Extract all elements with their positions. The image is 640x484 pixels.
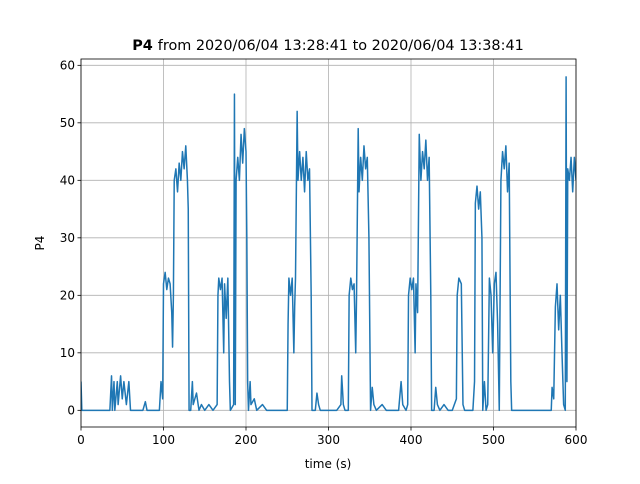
x-tick-label: 100 — [152, 433, 175, 447]
title-text: from 2020/06/04 13:28:41 to 2020/06/04 1… — [158, 38, 524, 54]
y-tick-label: 20 — [60, 288, 75, 302]
x-tick-label: 500 — [482, 433, 505, 447]
y-tick-label: 30 — [60, 231, 75, 245]
data-line — [81, 76, 576, 412]
plot-frame — [80, 58, 577, 428]
x-tick-label: 200 — [235, 433, 258, 447]
y-axis-label: P4 — [33, 236, 47, 251]
title-bold: P4 — [132, 38, 153, 54]
y-tick-label: 60 — [60, 58, 75, 72]
y-tick-label: 50 — [60, 116, 75, 130]
y-tick-label: 10 — [60, 346, 75, 360]
x-tick-label: 0 — [77, 433, 85, 447]
x-tick-label: 400 — [400, 433, 423, 447]
y-tick-label: 0 — [67, 403, 75, 417]
x-axis-label: time (s) — [305, 457, 352, 471]
x-tick-label: 600 — [565, 433, 588, 447]
chart-title: P4 from 2020/06/04 13:28:41 to 2020/06/04… — [132, 38, 524, 54]
y-tick-label: 40 — [60, 173, 75, 187]
x-tick-label: 300 — [317, 433, 340, 447]
